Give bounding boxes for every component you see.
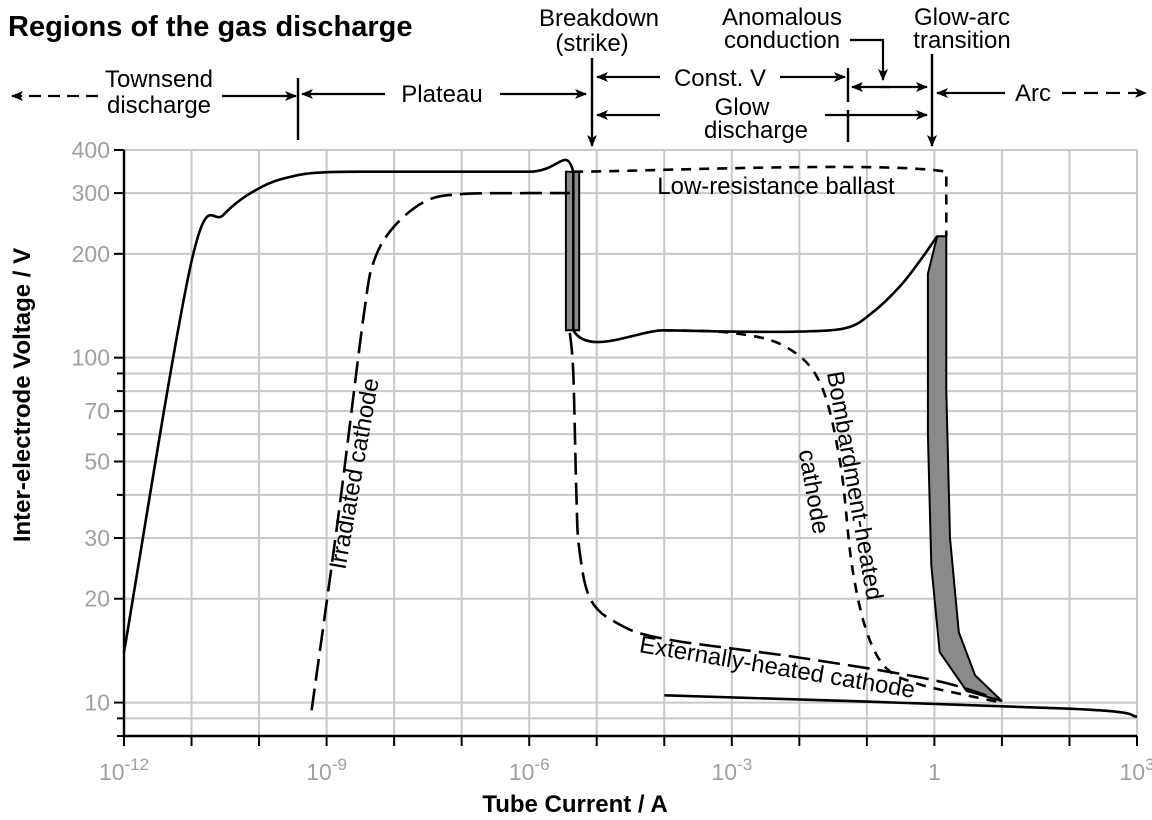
shaded-regions [564,170,1003,703]
shaded-region-2 [926,235,1003,703]
region-breakdown-label-1: Breakdown [539,5,659,32]
series-line-1 [122,158,939,653]
annotation-irradiated: Irradiated cathode [325,376,385,571]
y-tick-label: 400 [72,137,110,163]
x-tick-label: 10-6 [509,755,550,785]
y-tick-label: 30 [84,525,110,551]
region-glow-label-2: discharge [704,117,808,144]
x-tick-label: 103 [1119,755,1152,785]
region-anomalous-label-2: conduction [724,27,840,54]
y-tick-label: 20 [84,586,110,612]
region-townsend-label-1: Townsend [105,66,213,93]
region-glow-label-1: Glow [715,94,770,121]
series-line-2 [310,191,570,711]
region-plateau-label: Plateau [401,81,482,108]
axes [114,149,1138,746]
x-tick-label: 10-9 [306,755,347,785]
region-arc-label: Arc [1015,80,1051,107]
grid [123,149,1138,737]
region-townsend-label-2: discharge [107,92,211,119]
x-tick-label: 1 [928,759,941,785]
y-tick-label: 100 [72,345,110,371]
y-tick-label: 50 [84,448,110,474]
series-line-3 [664,329,1003,704]
series-line-5 [573,165,948,237]
regions-banner: Townsend discharge Plateau Breakdown (st… [11,4,1147,147]
chart-title: Regions of the gas discharge [8,11,412,43]
y-tick-label: 200 [72,241,110,267]
anomalous-pointer [850,38,888,81]
region-anomalous-label-1: Anomalous [722,4,842,31]
region-breakdown-label-2: (strike) [555,30,628,57]
series-lines [122,158,1138,718]
y-tick-label: 70 [84,398,110,424]
tick-labels: 400 300 200 100 70 50 30 20 10 10-12 10-9 10-6 10-3 1… [72,137,1152,785]
annotation-bombardment-1: Bombardment-heated [821,369,888,602]
x-axis-label: Tube Current / A [482,791,667,818]
region-constv-label: Const. V [674,65,766,92]
y-tick-label: 300 [72,180,110,206]
region-glowarc-label-1: Glow-arc [914,4,1010,31]
x-tick-label: 10-12 [99,755,149,785]
annotation-external: Externally-heated cathode [637,631,916,704]
y-axis-label: Inter-electrode Voltage / V [9,248,36,542]
y-tick-label: 10 [84,690,110,716]
series-line-6 [664,694,1138,718]
annotation-ballast: Low-resistance ballast [657,173,895,200]
series-line-4 [568,332,1003,703]
region-glowarc-label-2: transition [913,27,1010,54]
x-tick-label: 10-3 [711,755,752,785]
